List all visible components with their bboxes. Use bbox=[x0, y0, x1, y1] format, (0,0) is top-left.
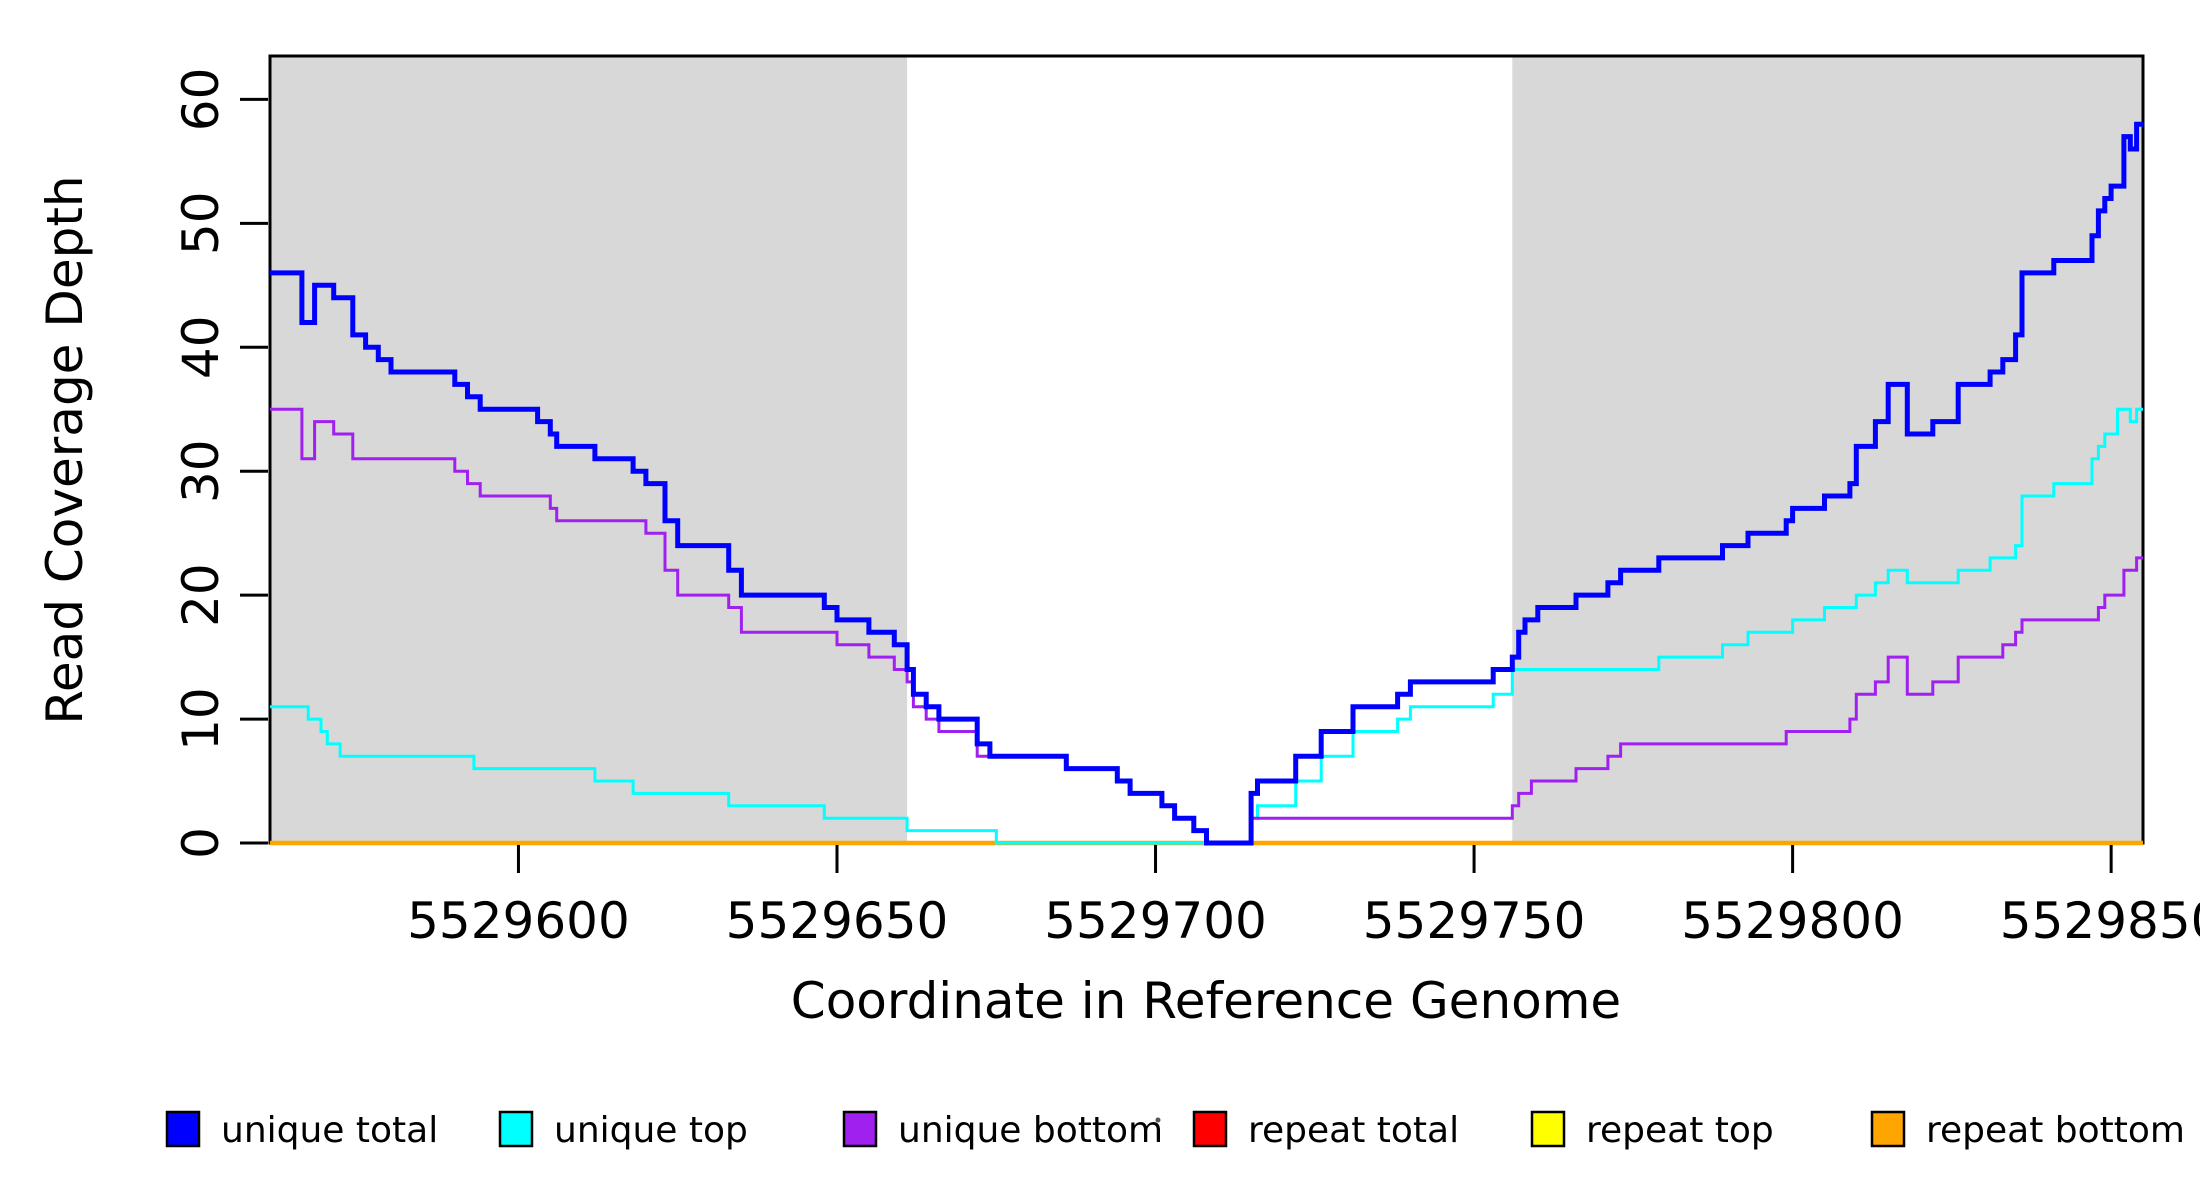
series-unique-top bbox=[270, 407, 2143, 845]
legend-label: repeat total bbox=[1248, 1110, 1459, 1151]
y-tick-label: 10 bbox=[172, 687, 230, 751]
y-tick-label: 20 bbox=[172, 563, 230, 627]
legend-item-unique-bottom: unique bottom bbox=[842, 1110, 1163, 1151]
x-tick-label: 5529600 bbox=[407, 892, 630, 950]
legend-label: unique total bbox=[221, 1110, 438, 1151]
legend-swatch bbox=[1530, 1110, 1566, 1148]
legend-label: repeat top bbox=[1586, 1110, 1774, 1151]
legend-item-repeat-total: repeat total bbox=[1192, 1110, 1459, 1151]
x-tick-label: 5529700 bbox=[1044, 892, 1267, 950]
x-tick-label: 5529800 bbox=[1681, 892, 1904, 950]
legend-swatch bbox=[165, 1110, 201, 1148]
legend-label: repeat bottom bbox=[1926, 1110, 2185, 1151]
legend-item-repeat-bottom: repeat bottom bbox=[1870, 1110, 2185, 1151]
series-unique-total bbox=[270, 121, 2143, 846]
legend-swatch bbox=[1192, 1110, 1228, 1148]
legend: unique total unique top unique bottom repea… bbox=[165, 1110, 2185, 1151]
axis-ticks-layer: 5529600 5529650 5529700 5529750 5529800 55298… bbox=[172, 68, 2200, 950]
legend-label: unique top bbox=[554, 1110, 748, 1151]
x-tick-label: 5529650 bbox=[726, 892, 949, 950]
legend-item-repeat-top: repeat top bbox=[1530, 1110, 1774, 1151]
y-tick-label: 60 bbox=[172, 68, 230, 132]
x-tick-label: 5529750 bbox=[1363, 892, 1586, 950]
legend-item-unique-total: unique total bbox=[165, 1110, 438, 1151]
y-axis-title: Read Coverage Depth bbox=[36, 175, 94, 724]
y-tick-label: 40 bbox=[172, 315, 230, 379]
shaded-regions-layer bbox=[270, 56, 2143, 843]
legend-swatch bbox=[1870, 1110, 1906, 1148]
x-axis-title: Coordinate in Reference Genome bbox=[791, 972, 1621, 1030]
legend-swatch bbox=[842, 1110, 878, 1148]
shaded-region bbox=[270, 56, 908, 843]
shaded-region bbox=[1512, 56, 2143, 843]
legend-label: unique bottom bbox=[898, 1110, 1163, 1151]
stray-mark bbox=[1155, 1117, 1161, 1123]
legend-item-unique-top: unique top bbox=[498, 1110, 748, 1151]
y-tick-label: 0 bbox=[172, 827, 230, 859]
y-tick-label: 50 bbox=[172, 191, 230, 255]
legend-swatch bbox=[498, 1110, 534, 1148]
y-tick-label: 30 bbox=[172, 439, 230, 503]
series-layer bbox=[270, 121, 2143, 846]
